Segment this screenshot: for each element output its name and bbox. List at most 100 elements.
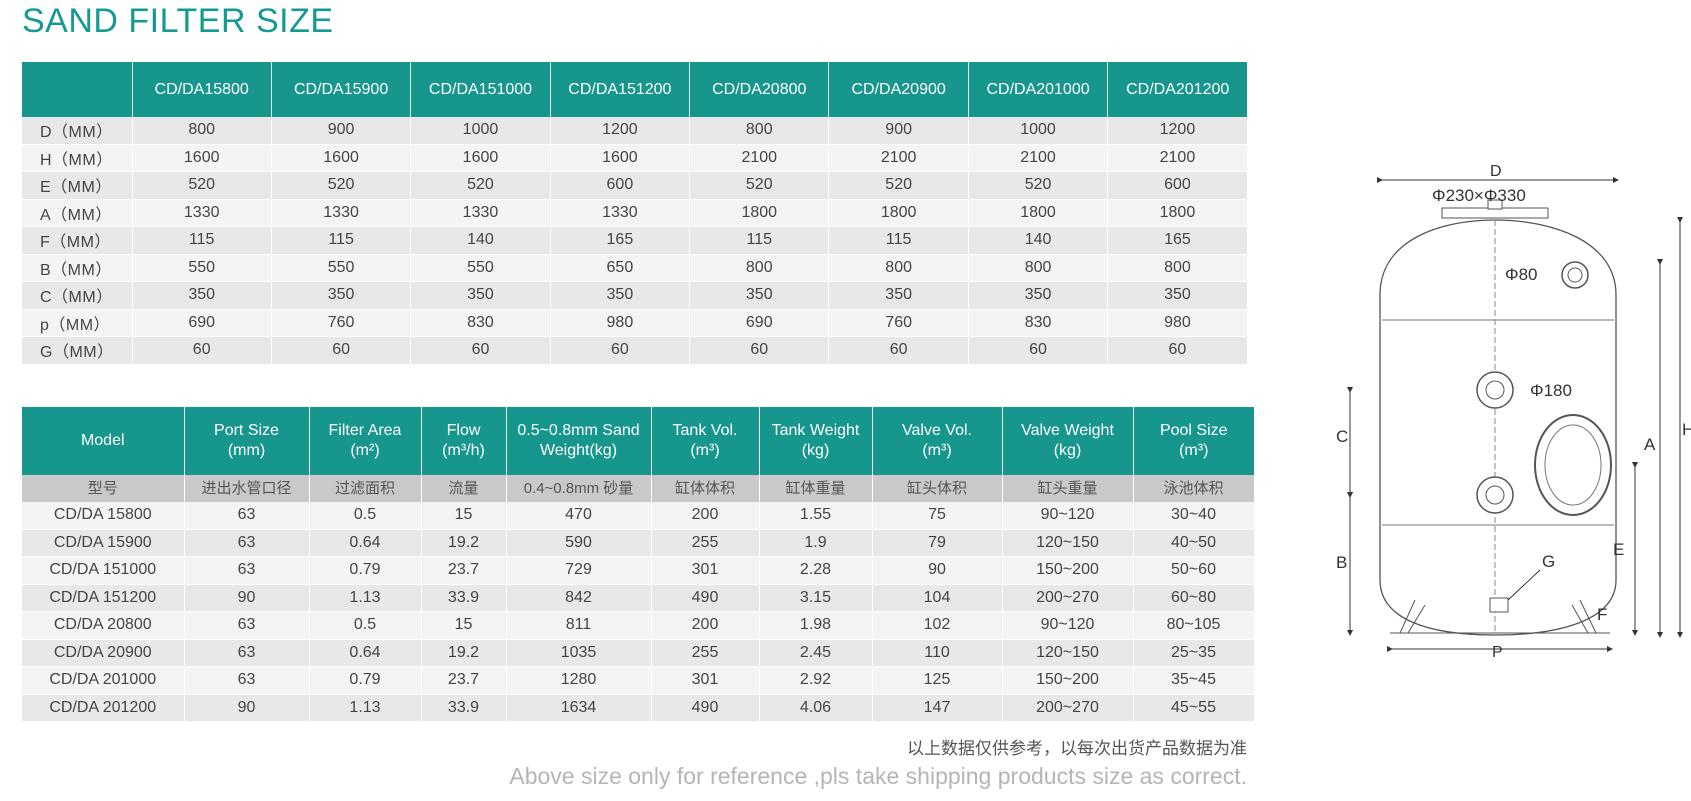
spec-cell: 590: [506, 529, 652, 557]
size-cell: 800: [132, 117, 272, 145]
size-cell: 1200: [1107, 117, 1248, 145]
spec-model-cell: CD/DA 151000: [22, 556, 185, 585]
spec-cell: 19.2: [421, 529, 507, 557]
size-row-label: p（MM）: [22, 309, 133, 337]
spec-cell: 63: [184, 529, 310, 557]
spec-cell: 2.45: [759, 639, 873, 667]
size-cell: 140: [968, 226, 1109, 255]
size-col-header-blank: [22, 62, 133, 117]
spec-col-header-cn: 0.4~0.8mm 砂量: [506, 475, 652, 502]
size-cell: 1800: [1107, 199, 1248, 227]
spec-cell: 0.79: [309, 556, 422, 585]
spec-cell: 40~50: [1133, 529, 1255, 557]
sand-filter-diagram: D Φ230×Φ330 Φ80 Φ180 A H C B E G F P: [1336, 163, 1691, 661]
spec-cell: 0.64: [309, 639, 422, 667]
spec-table-row: CD/DA 151000 63 0.79 23.7 729 301 2.28 90 150~20…: [22, 556, 1255, 585]
size-cell: 350: [828, 281, 969, 310]
spec-cell: 104: [872, 584, 1003, 612]
spec-cell: 63: [184, 611, 310, 640]
size-cell: 350: [1107, 281, 1248, 310]
size-cell: 600: [1107, 171, 1248, 200]
size-cell: 760: [828, 309, 969, 337]
size-cell: 800: [968, 254, 1109, 282]
spec-table-row: CD/DA 20900 63 0.64 19.2 1035 255 2.45 110 120~1…: [22, 639, 1255, 667]
size-cell: 165: [1107, 226, 1248, 255]
size-cell: 520: [828, 171, 969, 200]
spec-col-header: Valve Vol. (m³): [872, 407, 1003, 475]
size-row-label: F（MM）: [22, 226, 133, 255]
size-cell: 350: [271, 281, 412, 310]
spec-cell: 1.13: [309, 584, 422, 612]
spec-cell: 23.7: [421, 556, 507, 585]
size-cell: 1800: [828, 199, 969, 227]
size-table-row: A（MM） 1330 1330 1330 1330 1800 1800 1800 1800: [22, 199, 1248, 227]
spec-col-header: Filter Area (m²): [309, 407, 422, 475]
spec-cell: 200: [651, 502, 760, 530]
size-cell: 350: [410, 281, 551, 310]
size-cell: 800: [828, 254, 969, 282]
dim-H: H: [1682, 420, 1691, 439]
spec-table-header-cn-row: 型号 进出水管口径 过滤面积 流量 0.4~0.8mm 砂量 缸体体积 缸体重量 缸头体积 缸头…: [22, 475, 1255, 502]
size-cell: 830: [410, 309, 551, 337]
size-row-label: D（MM）: [22, 117, 133, 145]
size-cell: 1330: [271, 199, 412, 227]
spec-cell: 1035: [506, 639, 652, 667]
size-cell: 350: [132, 281, 272, 310]
spec-cell: 80~105: [1133, 611, 1255, 640]
spec-cell: 1.98: [759, 611, 873, 640]
size-cell: 1330: [132, 199, 272, 227]
spec-cell: 50~60: [1133, 556, 1255, 585]
size-cell: 1600: [410, 144, 551, 172]
spec-col-header-cn: 缸头重量: [1002, 475, 1134, 502]
spec-cell: 120~150: [1002, 529, 1134, 557]
spec-cell: 30~40: [1133, 502, 1255, 530]
port-80-icon: [1561, 261, 1589, 289]
spec-table-header-row: Model Port Size (mm) Filter Area (m²) Flow (m³…: [22, 407, 1254, 475]
size-cell: 1330: [550, 199, 691, 227]
spec-model-cell: CD/DA 20900: [22, 639, 185, 667]
spec-cell: 15: [421, 611, 507, 640]
size-cell: 800: [689, 117, 830, 145]
spec-cell: 120~150: [1002, 639, 1134, 667]
size-cell: 690: [689, 309, 830, 337]
spec-cell: 33.9: [421, 584, 507, 612]
size-row-label: H（MM）: [22, 144, 133, 172]
spec-cell: 63: [184, 639, 310, 667]
spec-cell: 147: [872, 694, 1003, 722]
size-cell: 60: [1107, 336, 1248, 365]
page-title: SAND FILTER SIZE: [22, 2, 334, 40]
spec-cell: 90: [184, 694, 310, 722]
spec-table-row: CD/DA 20800 63 0.5 15 811 200 1.98 102 90~120 80~…: [22, 611, 1255, 640]
size-row-label: A（MM）: [22, 199, 133, 227]
size-cell: 1600: [132, 144, 272, 172]
spec-table: Model Port Size (mm) Filter Area (m²) Flow (m³…: [22, 407, 1255, 722]
spec-col-header-cn: 型号: [22, 475, 185, 502]
size-cell: 115: [271, 226, 412, 255]
size-row-label: B（MM）: [22, 254, 133, 282]
size-cell: 60: [132, 336, 272, 365]
spec-cell: 102: [872, 611, 1003, 640]
size-cell: 350: [550, 281, 691, 310]
size-table-row: F（MM） 115 115 140 165 115 115 140 165: [22, 226, 1248, 255]
port-180-lower-icon: [1476, 476, 1514, 514]
size-cell: 60: [968, 336, 1109, 365]
dim-top-port: Φ230×Φ330: [1432, 186, 1526, 205]
manhole-icon: [1534, 414, 1612, 516]
spec-col-header-cn: 进出水管口径: [184, 475, 310, 502]
spec-cell: 15: [421, 502, 507, 530]
spec-cell: 490: [651, 584, 760, 612]
dim-P: P: [1492, 644, 1503, 661]
spec-col-header-cn: 泳池体积: [1133, 475, 1255, 502]
size-cell: 760: [271, 309, 412, 337]
spec-cell: 125: [872, 666, 1003, 695]
size-cell: 980: [1107, 309, 1248, 337]
spec-col-header: Pool Size (m³): [1133, 407, 1254, 475]
size-cell: 140: [410, 226, 551, 255]
spec-cell: 811: [506, 611, 652, 640]
size-cell: 115: [689, 226, 830, 255]
size-cell: 60: [271, 336, 412, 365]
size-cell: 900: [271, 117, 412, 145]
spec-table-row: CD/DA 201000 63 0.79 23.7 1280 301 2.92 125 150~…: [22, 666, 1255, 695]
size-cell: 900: [828, 117, 969, 145]
size-cell: 1200: [550, 117, 691, 145]
